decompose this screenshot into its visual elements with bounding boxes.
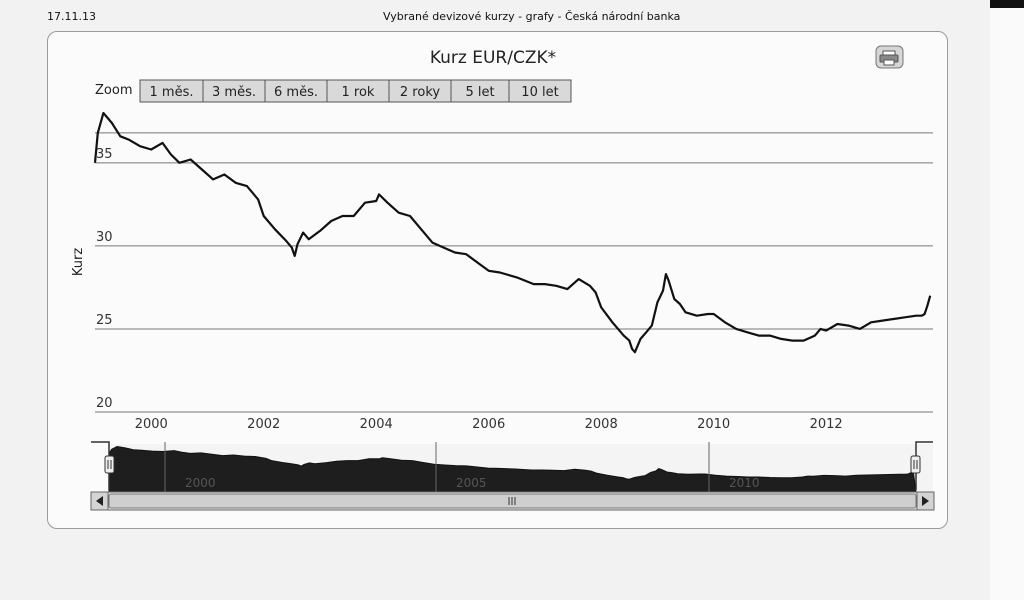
- arrow-left-icon: [96, 496, 103, 506]
- page-title: Vybrané devizové kurzy - grafy - Česká n…: [383, 10, 681, 23]
- x-tick-label: 2000: [135, 417, 168, 432]
- navigator-right-bracket: [915, 441, 933, 490]
- scrollbar[interactable]: [90, 491, 935, 511]
- scroll-left-button[interactable]: [90, 491, 109, 511]
- navigator-series: [108, 445, 917, 493]
- y-tick-label: 35: [96, 147, 113, 162]
- print-button[interactable]: [875, 45, 904, 69]
- x-tick-label: 2012: [810, 417, 843, 432]
- chart-title: Kurz EUR/CZK*: [430, 48, 556, 68]
- y-axis-label: Kurz: [71, 248, 86, 276]
- scan-edge-mark: [990, 0, 1024, 8]
- zoom-button-3[interactable]: 1 rok: [326, 79, 390, 103]
- x-tick-label: 2004: [360, 417, 393, 432]
- navigator-year-label: 2010: [729, 476, 760, 490]
- chart-svg: Kurz EUR/CZK* Zoom 1 měs. 3 měs. 6 měs. 1 r…: [71, 45, 935, 511]
- zoom-button-2[interactable]: 6 měs.: [264, 79, 328, 103]
- navigator-year-label: 2005: [456, 476, 487, 490]
- zoom-button-label: 2 roky: [400, 85, 440, 100]
- chart-panel: Kurz EUR/CZK* Zoom 1 měs. 3 měs. 6 měs. 1 r…: [47, 31, 948, 529]
- x-tick-label: 2008: [585, 417, 618, 432]
- zoom-label: Zoom: [95, 83, 132, 98]
- zoom-button-5[interactable]: 5 let: [450, 79, 510, 103]
- zoom-button-label: 10 let: [521, 85, 558, 100]
- page-date: 17.11.13: [47, 10, 96, 23]
- zoom-button-6[interactable]: 10 let: [508, 79, 572, 103]
- zoom-button-label: 1 rok: [342, 85, 375, 100]
- page-header: 17.11.13 Vybrané devizové kurzy - grafy …: [0, 10, 990, 26]
- series-line: [93, 111, 932, 354]
- printer-icon: [879, 50, 899, 66]
- x-tick-label: 2002: [247, 417, 280, 432]
- zoom-button-label: 3 měs.: [212, 85, 256, 100]
- y-axis: 20 25 30 35: [96, 147, 113, 411]
- navigator-year-label: 2000: [185, 476, 216, 490]
- arrow-right-icon: [922, 496, 929, 506]
- y-tick-label: 20: [96, 396, 113, 411]
- scan-margin: [990, 0, 1024, 600]
- x-tick-label: 2010: [697, 417, 730, 432]
- navigator-labels: 2000 2005 2010: [164, 442, 760, 492]
- navigator[interactable]: 2000 2005 2010: [91, 441, 933, 493]
- zoom-buttons: 1 měs. 3 měs. 6 měs. 1 rok 2 roky 5 let 10 let: [139, 79, 572, 103]
- zoom-button-0[interactable]: 1 měs.: [139, 79, 204, 103]
- scroll-right-button[interactable]: [916, 491, 935, 511]
- zoom-button-4[interactable]: 2 roky: [388, 79, 452, 103]
- navigator-right-handle[interactable]: [910, 455, 921, 474]
- zoom-button-label: 6 měs.: [274, 85, 318, 100]
- navigator-left-handle[interactable]: [104, 455, 115, 474]
- zoom-button-label: 5 let: [465, 85, 494, 100]
- y-tick-label: 25: [96, 313, 113, 328]
- navigator-left-bracket: [91, 441, 110, 490]
- grid: [95, 132, 933, 413]
- x-axis: 2000 2002 2004 2006 2008 2010 2012: [135, 417, 843, 432]
- zoom-button-label: 1 měs.: [150, 85, 194, 100]
- y-tick-label: 30: [96, 230, 113, 245]
- grip-icon: [508, 497, 516, 505]
- zoom-button-1[interactable]: 3 měs.: [202, 79, 266, 103]
- x-tick-label: 2006: [472, 417, 505, 432]
